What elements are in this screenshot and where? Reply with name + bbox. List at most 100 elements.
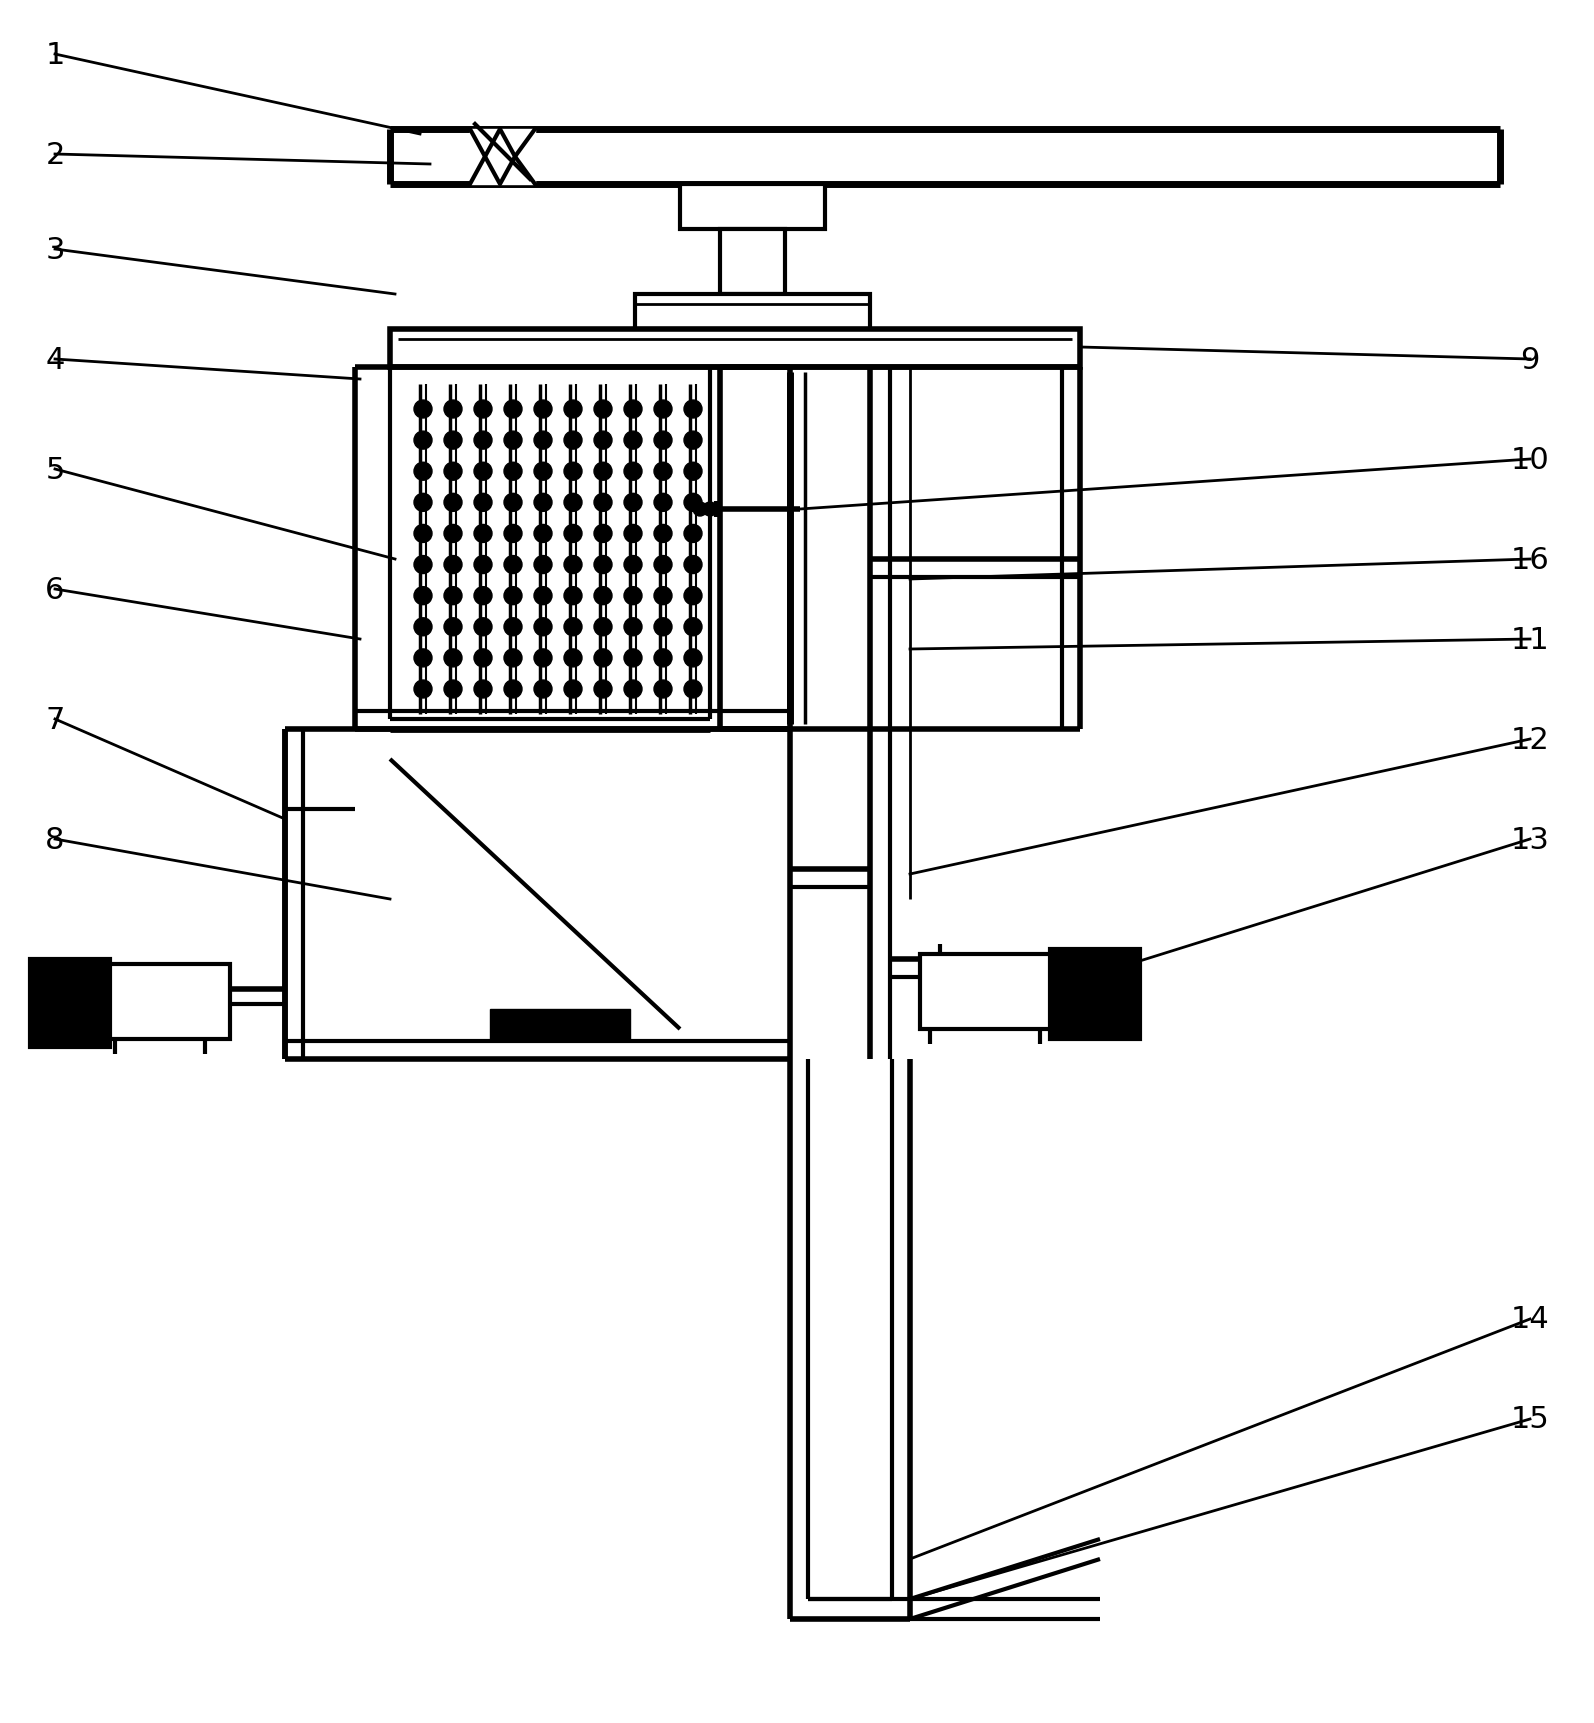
Circle shape — [534, 495, 552, 512]
Circle shape — [414, 557, 432, 574]
Circle shape — [414, 401, 432, 419]
Circle shape — [473, 681, 493, 698]
Text: 3: 3 — [45, 236, 65, 264]
Circle shape — [623, 401, 642, 419]
Circle shape — [684, 495, 701, 512]
Circle shape — [595, 619, 612, 636]
Circle shape — [534, 588, 552, 605]
Circle shape — [534, 650, 552, 667]
Circle shape — [504, 619, 521, 636]
Circle shape — [564, 650, 582, 667]
Circle shape — [623, 463, 642, 481]
Circle shape — [703, 503, 717, 517]
Circle shape — [684, 401, 701, 419]
Bar — [920, 955, 1060, 1029]
Circle shape — [693, 503, 708, 517]
Circle shape — [564, 463, 582, 481]
Circle shape — [564, 681, 582, 698]
Circle shape — [473, 432, 493, 450]
Circle shape — [534, 619, 552, 636]
Circle shape — [654, 588, 673, 605]
Circle shape — [473, 619, 493, 636]
Circle shape — [654, 495, 673, 512]
Circle shape — [445, 401, 462, 419]
Circle shape — [564, 588, 582, 605]
Circle shape — [595, 681, 612, 698]
Circle shape — [534, 526, 552, 543]
Circle shape — [564, 619, 582, 636]
Circle shape — [414, 495, 432, 512]
Circle shape — [623, 650, 642, 667]
Circle shape — [595, 557, 612, 574]
Circle shape — [445, 650, 462, 667]
Circle shape — [684, 557, 701, 574]
Circle shape — [504, 588, 521, 605]
Circle shape — [595, 463, 612, 481]
Bar — [100, 965, 230, 1039]
Text: 9: 9 — [1521, 345, 1540, 374]
Text: 14: 14 — [1511, 1304, 1549, 1334]
Circle shape — [414, 650, 432, 667]
Circle shape — [445, 526, 462, 543]
Bar — [1050, 949, 1140, 1039]
Text: 2: 2 — [45, 140, 65, 169]
Circle shape — [564, 557, 582, 574]
Circle shape — [504, 557, 521, 574]
Circle shape — [684, 526, 701, 543]
Bar — [30, 960, 110, 1048]
Circle shape — [654, 432, 673, 450]
Circle shape — [684, 432, 701, 450]
Text: 8: 8 — [45, 825, 65, 855]
Circle shape — [504, 681, 521, 698]
Text: 16: 16 — [1511, 544, 1549, 574]
Circle shape — [654, 463, 673, 481]
Circle shape — [534, 432, 552, 450]
Circle shape — [534, 681, 552, 698]
Text: 10: 10 — [1511, 445, 1549, 474]
Circle shape — [445, 495, 462, 512]
Circle shape — [564, 401, 582, 419]
Circle shape — [595, 401, 612, 419]
Bar — [681, 184, 826, 229]
Circle shape — [414, 526, 432, 543]
Circle shape — [445, 588, 462, 605]
Circle shape — [623, 619, 642, 636]
Circle shape — [473, 557, 493, 574]
Circle shape — [684, 463, 701, 481]
Circle shape — [595, 495, 612, 512]
Text: 4: 4 — [45, 345, 65, 374]
Circle shape — [595, 526, 612, 543]
Circle shape — [684, 681, 701, 698]
Circle shape — [445, 619, 462, 636]
Circle shape — [414, 681, 432, 698]
Circle shape — [623, 557, 642, 574]
Circle shape — [534, 401, 552, 419]
Circle shape — [654, 650, 673, 667]
Circle shape — [654, 526, 673, 543]
Circle shape — [595, 650, 612, 667]
Text: 1: 1 — [45, 40, 65, 69]
Circle shape — [534, 557, 552, 574]
Circle shape — [473, 650, 493, 667]
Circle shape — [504, 401, 521, 419]
Circle shape — [654, 681, 673, 698]
Circle shape — [414, 619, 432, 636]
Circle shape — [504, 432, 521, 450]
Circle shape — [654, 557, 673, 574]
Circle shape — [473, 463, 493, 481]
Circle shape — [684, 650, 701, 667]
Circle shape — [445, 557, 462, 574]
Circle shape — [504, 650, 521, 667]
Circle shape — [623, 432, 642, 450]
Bar — [634, 295, 870, 329]
Circle shape — [414, 432, 432, 450]
Bar — [489, 1010, 630, 1041]
Circle shape — [473, 401, 493, 419]
Circle shape — [623, 588, 642, 605]
Circle shape — [534, 463, 552, 481]
Circle shape — [564, 526, 582, 543]
Circle shape — [684, 619, 701, 636]
Circle shape — [595, 588, 612, 605]
Circle shape — [445, 432, 462, 450]
Circle shape — [504, 526, 521, 543]
